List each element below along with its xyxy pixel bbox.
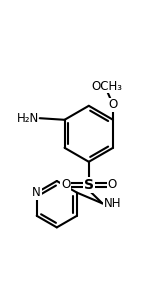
Text: H₂N: H₂N: [17, 112, 39, 125]
Text: N: N: [32, 186, 41, 199]
Text: O: O: [61, 178, 70, 192]
Text: O: O: [108, 98, 118, 111]
Text: O: O: [107, 178, 117, 192]
Text: S: S: [84, 178, 94, 192]
Text: NH: NH: [104, 197, 121, 210]
Text: OCH₃: OCH₃: [91, 80, 122, 93]
